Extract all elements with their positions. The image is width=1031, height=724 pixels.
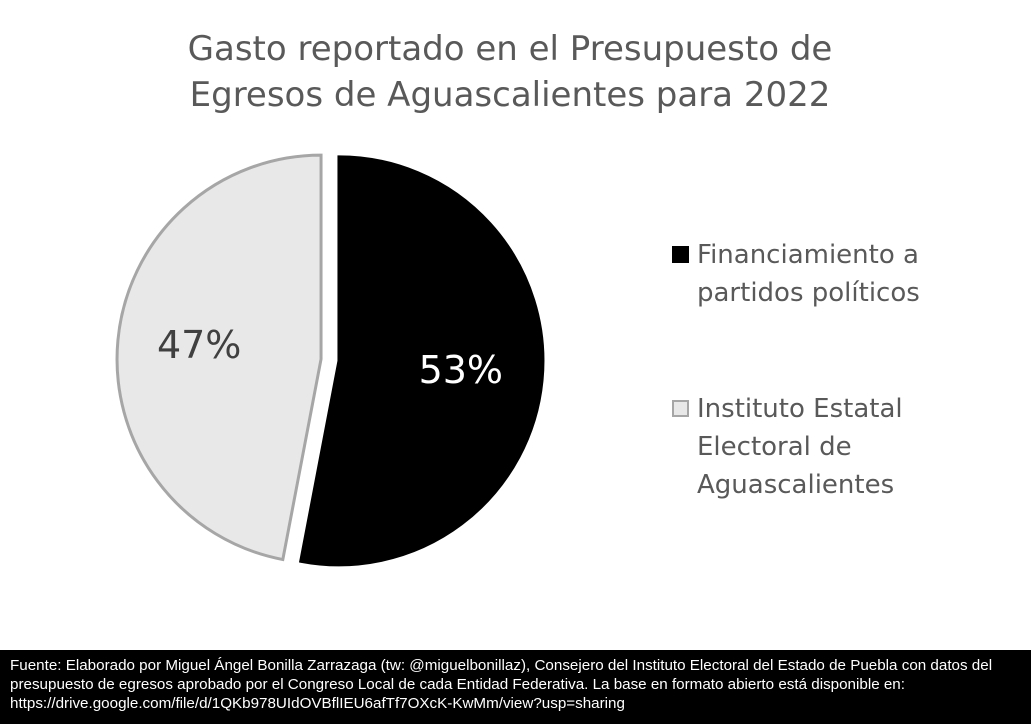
value-label: 53% bbox=[419, 348, 503, 392]
pie-slice bbox=[298, 155, 545, 567]
legend-label: Instituto Estatal Electoral de Aguascali… bbox=[697, 394, 903, 500]
legend-entry: Financiamiento a partidos políticos bbox=[672, 236, 972, 312]
legend-swatch bbox=[672, 246, 689, 263]
chart: 53% 47% bbox=[115, 153, 545, 567]
pie-slice bbox=[115, 153, 323, 562]
value-label: 47% bbox=[157, 323, 241, 367]
chart-title: Gasto reportado en el Presupuesto de Egr… bbox=[187, 29, 833, 115]
legend-swatch bbox=[672, 400, 689, 417]
footer: Fuente: Elaborado por Miguel Ángel Bonil… bbox=[0, 650, 1031, 724]
legend-entry: Instituto Estatal Electoral de Aguascali… bbox=[672, 390, 972, 504]
legend-label: Financiamiento a partidos políticos bbox=[697, 240, 920, 308]
